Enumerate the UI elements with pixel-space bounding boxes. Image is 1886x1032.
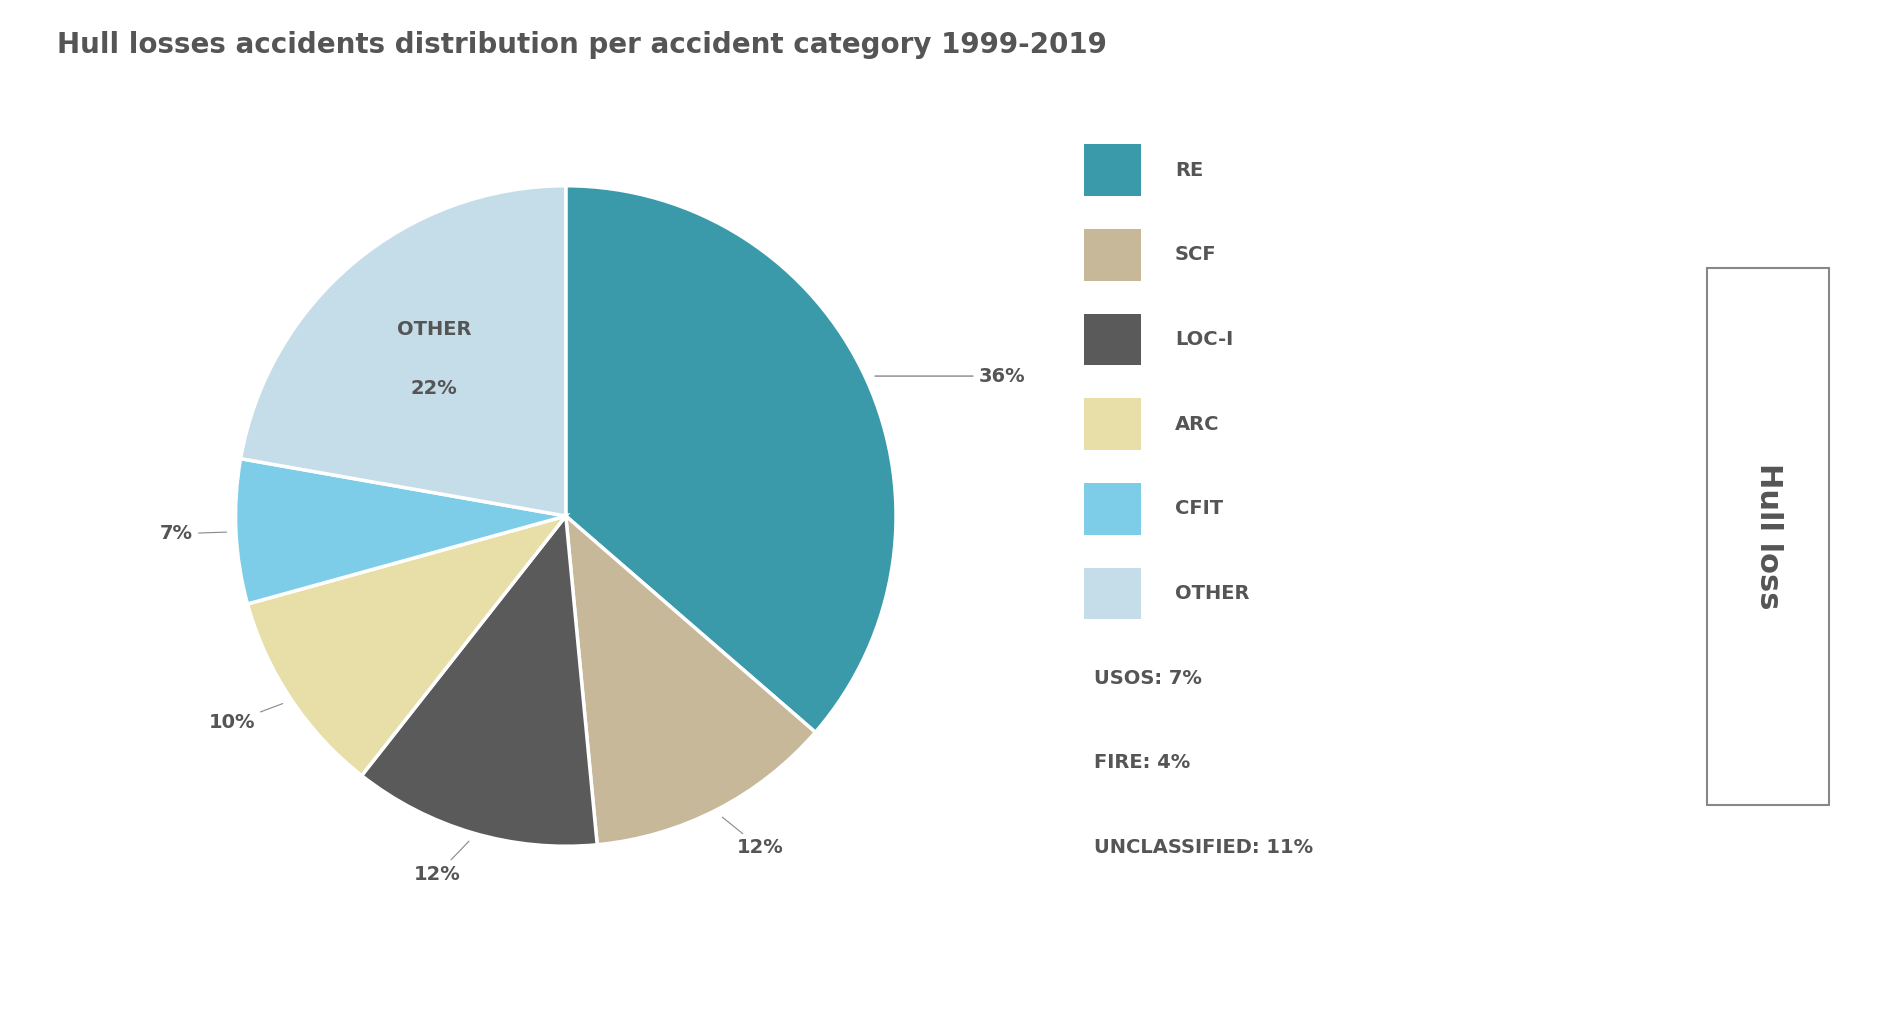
Text: Hull losses accidents distribution per accident category 1999-2019: Hull losses accidents distribution per a… xyxy=(57,31,1107,59)
Text: UNCLASSIFIED: 11%: UNCLASSIFIED: 11% xyxy=(1094,838,1313,857)
Wedge shape xyxy=(362,516,598,846)
Wedge shape xyxy=(566,516,815,845)
Text: CFIT: CFIT xyxy=(1175,499,1224,518)
Wedge shape xyxy=(241,186,566,516)
Text: 7%: 7% xyxy=(160,524,226,543)
Text: FIRE: 4%: FIRE: 4% xyxy=(1094,753,1190,772)
Wedge shape xyxy=(247,516,566,776)
Text: SCF: SCF xyxy=(1175,246,1216,264)
Text: RE: RE xyxy=(1175,161,1203,180)
Text: 10%: 10% xyxy=(209,704,283,733)
Text: OTHER: OTHER xyxy=(396,320,472,338)
Text: OTHER: OTHER xyxy=(1175,584,1250,603)
Text: ARC: ARC xyxy=(1175,415,1220,433)
Text: 22%: 22% xyxy=(411,380,458,398)
Wedge shape xyxy=(236,458,566,604)
Wedge shape xyxy=(566,186,896,733)
Text: USOS: 7%: USOS: 7% xyxy=(1094,669,1201,687)
Text: 12%: 12% xyxy=(722,817,783,858)
Text: 12%: 12% xyxy=(413,841,470,883)
Text: LOC-I: LOC-I xyxy=(1175,330,1233,349)
Text: 36%: 36% xyxy=(875,366,1026,386)
Text: Hull loss: Hull loss xyxy=(1754,463,1782,610)
